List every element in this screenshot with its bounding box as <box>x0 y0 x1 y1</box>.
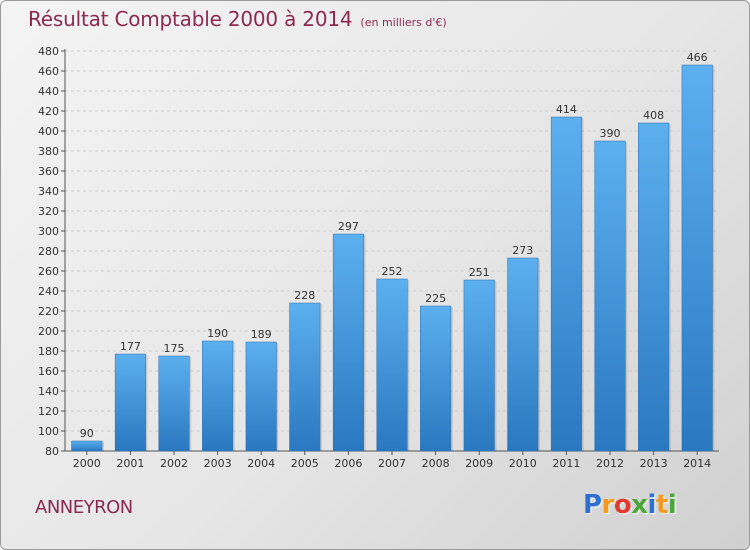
x-tick-label: 2005 <box>291 457 319 470</box>
bar <box>420 305 452 452</box>
value-label: 414 <box>556 103 577 116</box>
y-tick-labels: 80 100 120 140 160 180 200 220 240 260 280 300 320 34… <box>38 45 59 458</box>
value-label: 90 <box>80 427 94 440</box>
value-label: 190 <box>207 327 228 340</box>
proxiti-logo: Proxiti <box>583 490 677 520</box>
y-tick-label: 400 <box>38 125 59 138</box>
value-label: 297 <box>338 220 359 233</box>
bar <box>376 278 408 452</box>
value-label: 228 <box>294 289 315 302</box>
place-name: ANNEYRON <box>35 497 133 518</box>
value-label: 252 <box>382 265 403 278</box>
value-label: 466 <box>687 51 708 64</box>
x-tick-label: 2013 <box>640 457 668 470</box>
y-tick-label: 80 <box>45 445 59 458</box>
value-label: 175 <box>164 342 185 355</box>
chart-title: Résultat Comptable 2000 à 2014 (en millie… <box>28 7 447 31</box>
chart-title-text: Résultat Comptable 2000 à 2014 <box>28 7 353 31</box>
x-tick-label: 2007 <box>378 457 406 470</box>
value-labels: 90 177 175 190 189 228 297 252 225 251 273 414 390 40… <box>80 51 708 440</box>
x-tick-labels: 2000 2001 2002 2003 2004 2005 2006 2007 2008 2009… <box>73 451 711 470</box>
bar <box>638 122 670 452</box>
chart-subtitle: (en milliers d'€) <box>360 16 447 29</box>
x-tick-label: 2004 <box>247 457 275 470</box>
x-tick-label: 2008 <box>422 457 450 470</box>
x-tick-label: 2000 <box>73 457 101 470</box>
y-tick-label: 220 <box>38 305 59 318</box>
bar <box>202 340 234 452</box>
logo-letter: x <box>631 490 648 520</box>
bar <box>158 355 190 452</box>
value-label: 189 <box>251 328 272 341</box>
y-tick-label: 320 <box>38 205 59 218</box>
y-tick-label: 140 <box>38 385 59 398</box>
x-tick-label: 2006 <box>334 457 362 470</box>
value-label: 225 <box>425 292 446 305</box>
y-tick-label: 200 <box>38 325 59 338</box>
bar <box>332 233 364 452</box>
x-tick-label: 2002 <box>160 457 188 470</box>
y-tick-label: 340 <box>38 185 59 198</box>
logo-letter: o <box>613 490 632 520</box>
value-label: 251 <box>469 266 490 279</box>
value-label: 408 <box>643 109 664 122</box>
logo-letter: r <box>601 490 615 520</box>
bar <box>550 116 582 452</box>
logo-letter: i <box>647 490 657 520</box>
value-label: 273 <box>512 244 533 257</box>
y-tick-label: 360 <box>38 165 59 178</box>
bar <box>114 353 146 452</box>
x-tick-label: 2001 <box>116 457 144 470</box>
y-tick-label: 300 <box>38 225 59 238</box>
x-tick-label: 2009 <box>465 457 493 470</box>
y-tick-label: 120 <box>38 405 59 418</box>
value-label: 177 <box>120 340 141 353</box>
bar <box>463 279 495 452</box>
x-tick-label: 2003 <box>204 457 232 470</box>
y-tick-label: 420 <box>38 105 59 118</box>
x-tick-label: 2011 <box>552 457 580 470</box>
bar <box>71 440 103 452</box>
x-tick-label: 2012 <box>596 457 624 470</box>
bar <box>681 64 713 452</box>
value-label: 390 <box>600 127 621 140</box>
bar <box>507 257 539 452</box>
y-tick-label: 460 <box>38 65 59 78</box>
y-tick-label: 440 <box>38 85 59 98</box>
y-tick-label: 380 <box>38 145 59 158</box>
bars <box>71 64 715 452</box>
y-tick-label: 260 <box>38 265 59 278</box>
y-tick-label: 160 <box>38 365 59 378</box>
y-tick-label: 100 <box>38 425 59 438</box>
y-tick-label: 480 <box>38 45 59 58</box>
logo-letter: i <box>667 490 677 520</box>
logo-letter: t <box>655 490 668 520</box>
x-tick-label: 2010 <box>509 457 537 470</box>
bar <box>245 341 277 452</box>
x-tick-label: 2014 <box>683 457 711 470</box>
bar <box>594 140 626 452</box>
logo-letter: P <box>583 490 602 520</box>
y-tick-label: 180 <box>38 345 59 358</box>
y-tick-label: 280 <box>38 245 59 258</box>
y-tick-label: 240 <box>38 285 59 298</box>
bar <box>289 302 321 452</box>
